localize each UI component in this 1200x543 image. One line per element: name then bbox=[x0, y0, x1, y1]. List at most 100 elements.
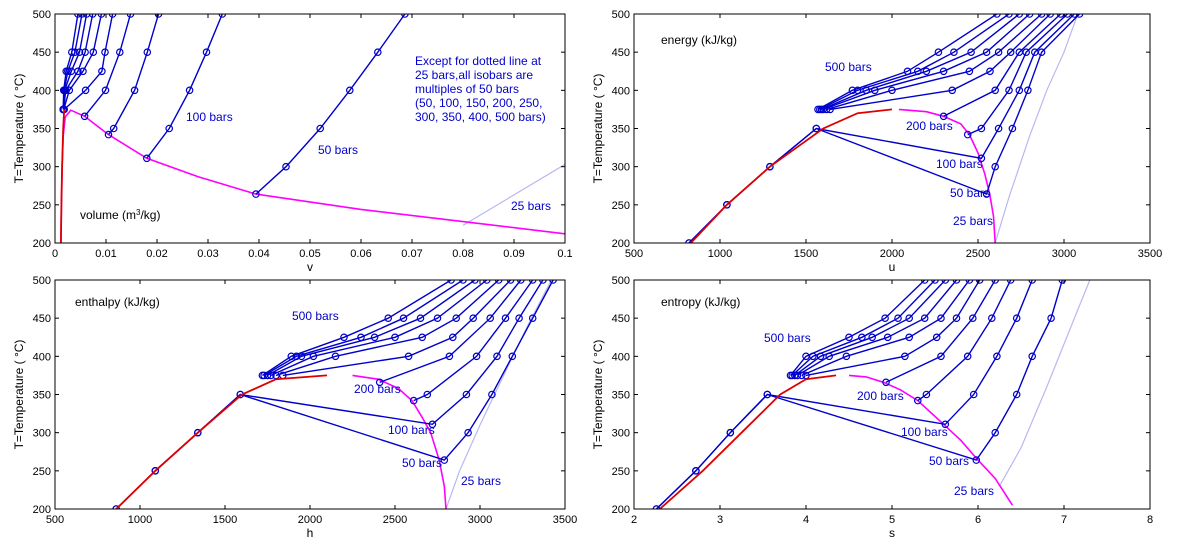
isobar-point bbox=[202, 48, 211, 57]
isobar-point bbox=[423, 390, 432, 399]
isobar-25-bars-line bbox=[462, 163, 565, 226]
isobar-point bbox=[814, 105, 822, 114]
label-25-bars: 25 bars bbox=[461, 474, 501, 488]
isobar-point bbox=[883, 333, 892, 342]
y-tick-label: 250 bbox=[612, 466, 630, 478]
y-tick-label: 450 bbox=[612, 47, 630, 59]
isobar-point bbox=[920, 280, 929, 284]
plot-area bbox=[652, 280, 1091, 509]
isobar-line-150-bars bbox=[967, 14, 1068, 136]
saturated-liquid-line bbox=[690, 108, 893, 243]
isobar-point bbox=[905, 333, 914, 342]
isobar-point bbox=[418, 333, 427, 342]
label-25-bars: 25 bars bbox=[954, 484, 994, 498]
isobar-line-350-bars bbox=[63, 14, 94, 110]
saturation-dome-line bbox=[848, 374, 1014, 506]
isobar-point bbox=[965, 67, 974, 76]
isobar-point bbox=[409, 396, 418, 405]
isobar-point bbox=[903, 67, 912, 76]
y-tick-label: 500 bbox=[612, 275, 630, 287]
label-50-bars: 50 bars bbox=[318, 143, 358, 157]
property-label: volume (m3/kg) bbox=[80, 208, 160, 223]
plot-area bbox=[59, 14, 565, 243]
x-tick-label: 0.08 bbox=[452, 248, 473, 260]
isobar-line-500-bars bbox=[817, 14, 998, 111]
isobar-point bbox=[528, 280, 537, 284]
isobar-point bbox=[440, 456, 449, 464]
label-200-bars: 200 bars bbox=[857, 389, 904, 403]
isobar-point bbox=[287, 352, 296, 361]
isobar-point bbox=[939, 112, 948, 121]
isobar-25-bars-line bbox=[445, 280, 552, 509]
isobar-point bbox=[469, 314, 478, 323]
isobar-point bbox=[433, 314, 442, 323]
isobar-point bbox=[501, 314, 510, 323]
isobar-point bbox=[316, 124, 325, 133]
isobar-point bbox=[913, 396, 922, 405]
x-tick-label: 500 bbox=[46, 514, 64, 526]
isobar-point bbox=[968, 314, 977, 323]
isobar-point bbox=[459, 280, 467, 284]
isobar-point bbox=[939, 67, 948, 76]
x-tick-label: 1500 bbox=[213, 514, 237, 526]
x-tick-label: 2000 bbox=[298, 514, 322, 526]
y-tick-label: 500 bbox=[612, 9, 630, 21]
y-tick-label: 200 bbox=[33, 238, 51, 250]
x-tick-label: 0.05 bbox=[299, 248, 320, 260]
isobar-point bbox=[472, 352, 481, 361]
isobar-point bbox=[766, 162, 774, 171]
label-200-bars: 200 bars bbox=[906, 119, 953, 133]
label-100-bars: 100 bars bbox=[936, 157, 983, 171]
isobar-point bbox=[452, 314, 461, 323]
label-50-bars: 50 bars bbox=[950, 186, 990, 200]
isobar-point bbox=[104, 130, 113, 139]
isobar-point bbox=[252, 190, 260, 198]
y-tick-label: 200 bbox=[33, 504, 51, 516]
isobar-point bbox=[165, 124, 174, 133]
isobar-point bbox=[258, 371, 267, 380]
isobar-point bbox=[802, 352, 810, 361]
x-tick-label: 0.01 bbox=[95, 248, 116, 260]
isobar-point bbox=[948, 86, 957, 95]
y-tick-label: 350 bbox=[33, 124, 51, 136]
y-tick-label: 500 bbox=[33, 9, 51, 21]
x-tick-label: 0.09 bbox=[503, 248, 524, 260]
label-500-bars: 500 bars bbox=[292, 309, 339, 323]
isobar-point bbox=[922, 67, 931, 76]
isobar-point bbox=[977, 124, 986, 133]
isobar-point bbox=[448, 333, 457, 342]
isobar-point bbox=[692, 466, 700, 475]
x-tick-label: 3 bbox=[717, 514, 723, 526]
isobar-point bbox=[845, 333, 853, 342]
isobar-point bbox=[62, 67, 70, 76]
label-100-bars: 100 bars bbox=[388, 423, 435, 437]
isobar-point bbox=[868, 333, 877, 342]
y-tick-label: 300 bbox=[612, 428, 630, 440]
isobar-point bbox=[464, 428, 472, 437]
isobar-line-150-bars bbox=[413, 280, 534, 402]
isobar-point bbox=[965, 280, 974, 284]
isobar-point bbox=[539, 280, 547, 284]
isobar-line-300-bars bbox=[63, 14, 103, 110]
isobar-line-300-bars bbox=[275, 280, 500, 377]
isobar-point bbox=[1058, 280, 1067, 284]
isobar-point bbox=[888, 86, 896, 95]
isobar-point bbox=[68, 48, 76, 57]
x-tick-label: 1000 bbox=[128, 514, 152, 526]
x-tick-label: 6 bbox=[975, 514, 981, 526]
x-tick-label: 3000 bbox=[468, 514, 492, 526]
y-tick-label: 200 bbox=[612, 238, 630, 250]
isobar-line-450-bars bbox=[791, 280, 936, 376]
isobar-point bbox=[1006, 280, 1015, 284]
x-tick-label: 2500 bbox=[966, 248, 990, 260]
x-axis-label: s bbox=[889, 526, 895, 540]
x-tick-label: 0.1 bbox=[557, 248, 572, 260]
isobar-point bbox=[399, 314, 408, 323]
x-tick-label: 2000 bbox=[880, 248, 904, 260]
isobar-point bbox=[812, 124, 821, 133]
note-line-4: (50, 100, 150, 200, 250, bbox=[415, 96, 542, 110]
isobar-line-500-bars bbox=[789, 280, 926, 376]
y-tick-label: 300 bbox=[33, 162, 51, 174]
